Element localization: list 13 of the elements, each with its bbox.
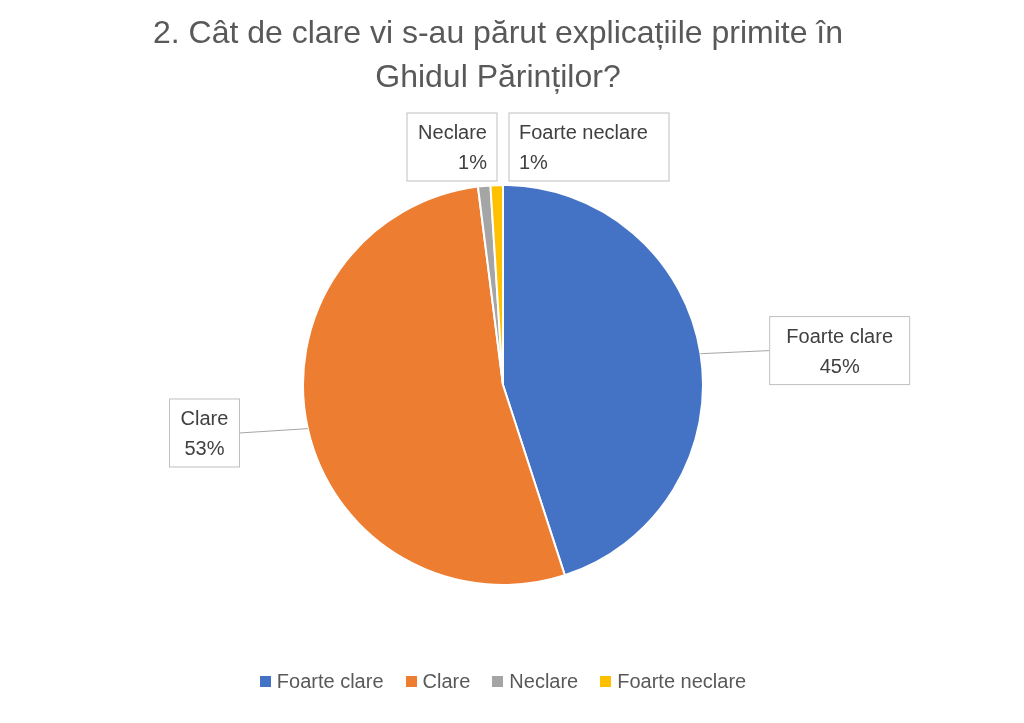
chart-title: 2. Cât de clare vi s-au părut explicațiile primite în Ghidul Părinților?: [151, 13, 845, 96]
slice-label: Clare: [180, 406, 229, 429]
data-label: 1%: [519, 151, 549, 173]
data-label: 45%: [819, 354, 860, 377]
slice-label: Neclare: [418, 121, 487, 143]
slice-label: Foarte neclare: [519, 121, 648, 143]
slice-label: Foarte clare: [786, 324, 894, 347]
legend-label: Clare: [421, 670, 471, 693]
legend-label: Neclare: [508, 670, 579, 693]
legend-label: Foarte clare: [275, 670, 384, 693]
data-label: 1%: [458, 151, 488, 173]
data-label: 53%: [184, 436, 225, 459]
legend-label: Foarte neclare: [616, 670, 747, 693]
